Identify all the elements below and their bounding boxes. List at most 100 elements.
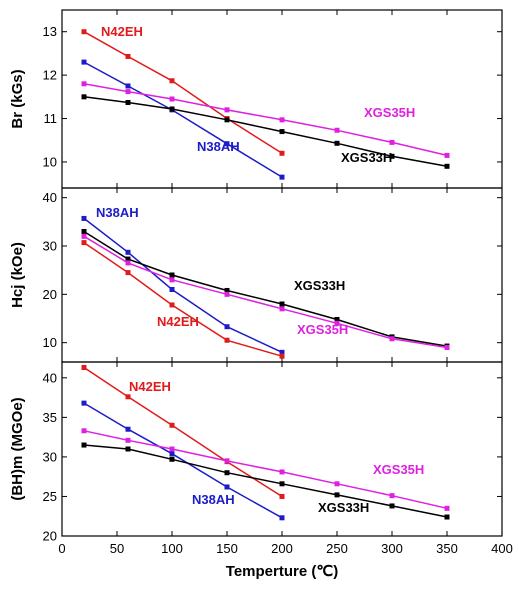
data-point (169, 287, 175, 292)
data-point (169, 78, 175, 84)
data-point (279, 469, 285, 475)
series-line (83, 61, 283, 178)
data-point (224, 324, 230, 330)
data-point (444, 514, 450, 520)
data-point (81, 59, 87, 65)
data-point (279, 353, 285, 359)
data-point (125, 99, 131, 105)
data-point (334, 320, 340, 326)
series-label-n42eh: N42EH (101, 24, 143, 39)
data-point (444, 152, 450, 158)
data-point (81, 442, 87, 448)
series-line (83, 230, 448, 347)
data-point (224, 484, 230, 490)
data-point (125, 256, 131, 262)
x-tick-label: 400 (491, 541, 513, 556)
data-point (279, 301, 285, 307)
x-tick-label: 200 (271, 541, 293, 556)
data-point (224, 287, 230, 293)
y-tick-label: 20 (43, 287, 57, 302)
data-point (125, 426, 131, 432)
data-point (279, 349, 285, 355)
data-point (279, 493, 285, 499)
data-point (169, 302, 175, 308)
data-point (444, 345, 450, 350)
y-tick-label: 40 (43, 190, 57, 205)
series-label-n42eh: N42EH (129, 379, 171, 394)
data-point (444, 163, 450, 169)
data-point (81, 365, 87, 371)
data-point (125, 53, 131, 59)
data-point (334, 127, 340, 133)
data-point (224, 117, 230, 123)
data-point (279, 174, 285, 180)
series-line (83, 217, 283, 353)
data-point (81, 229, 87, 234)
data-point (81, 240, 87, 246)
data-point (81, 233, 87, 239)
y-tick-label: 30 (43, 449, 57, 464)
data-point (389, 139, 395, 145)
data-point (224, 470, 230, 476)
data-point (279, 515, 285, 521)
data-point (224, 291, 230, 297)
series-label-n38ah: N38AH (192, 492, 235, 507)
data-point (81, 94, 87, 100)
data-point (444, 505, 450, 511)
data-point (81, 81, 87, 87)
y-tick-label: 40 (43, 370, 57, 385)
series-label-n38ah: N38AH (197, 139, 240, 154)
x-tick-label: 0 (58, 541, 65, 556)
data-point (279, 306, 285, 312)
series-line (83, 402, 283, 519)
series-label-xgs35h: XGS35H (364, 105, 415, 120)
data-point (389, 153, 395, 159)
y-tick-label: 11 (44, 111, 58, 126)
series-line (83, 31, 283, 154)
x-axis-title: Temperture (℃) (226, 563, 338, 580)
data-point (224, 337, 230, 343)
data-point (389, 336, 395, 342)
data-point (125, 260, 131, 266)
data-point (81, 215, 87, 221)
data-point (125, 270, 131, 276)
data-point (334, 492, 340, 498)
y-axis-title: Br (kGs) (9, 69, 26, 128)
data-point (279, 129, 285, 135)
data-point (125, 89, 131, 95)
data-point (334, 481, 340, 487)
data-point (334, 316, 340, 322)
data-point (125, 446, 131, 452)
x-tick-label: 50 (110, 541, 124, 556)
data-point (169, 106, 175, 112)
series-label-n42eh: N42EH (157, 314, 199, 329)
data-point (169, 277, 175, 283)
y-tick-label: 25 (43, 489, 57, 504)
series-label-xgs35h: XGS35H (373, 462, 424, 477)
series-label-xgs33h: XGS33H (318, 500, 369, 515)
data-point (125, 394, 131, 400)
y-axis-title: Hcj (kOe) (9, 242, 26, 308)
x-tick-label: 150 (216, 541, 238, 556)
data-point (81, 400, 87, 406)
data-point (169, 456, 175, 462)
data-point (125, 249, 131, 255)
y-tick-label: 35 (43, 410, 57, 425)
data-point (125, 437, 131, 443)
data-point (169, 96, 175, 102)
y-tick-label: 30 (43, 239, 57, 254)
data-point (224, 141, 230, 147)
series-line (83, 235, 448, 349)
data-point (279, 150, 285, 156)
data-point (334, 140, 340, 146)
y-tick-label: 10 (43, 335, 57, 350)
data-point (279, 117, 285, 123)
series-line (83, 96, 448, 168)
series-line (83, 83, 448, 157)
series-label-xgs33h: XGS33H (341, 150, 392, 165)
data-point (169, 272, 175, 278)
series-line (83, 444, 448, 518)
data-point (81, 428, 87, 434)
